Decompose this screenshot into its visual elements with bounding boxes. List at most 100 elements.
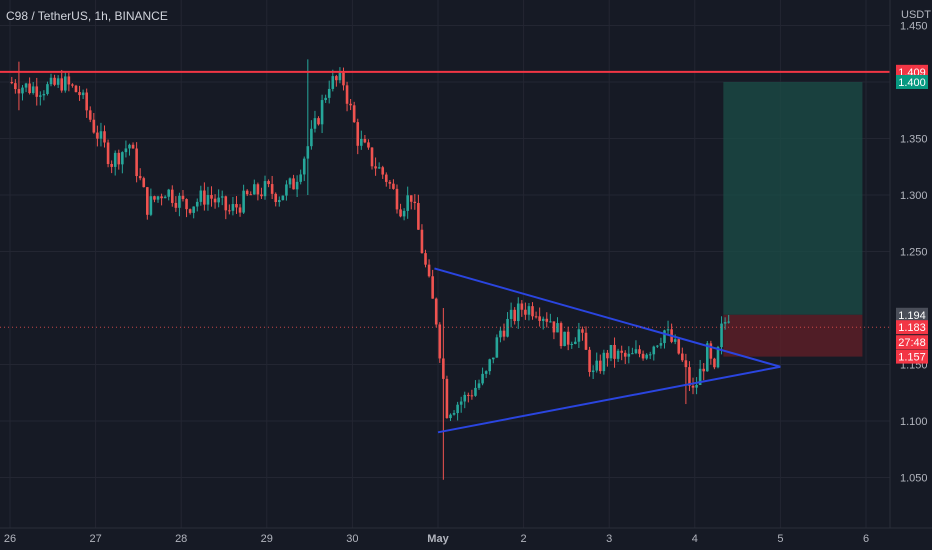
candle-body [584, 332, 588, 350]
price-tag-entry: 1.194 [896, 307, 928, 322]
candle-body [163, 196, 167, 199]
candle-body [702, 368, 706, 372]
candle-body [531, 306, 534, 317]
candle-body [53, 77, 56, 85]
candle-body [213, 198, 217, 203]
candle-body [513, 309, 516, 322]
target-zone [723, 82, 863, 315]
candle-body [502, 330, 506, 337]
candle-body [185, 199, 188, 210]
candle-body [331, 76, 335, 89]
candle-body [506, 318, 509, 337]
candle-body [267, 181, 270, 185]
time-tick-label: 28 [175, 533, 187, 545]
candle-body [509, 309, 513, 319]
candle-body [574, 341, 577, 344]
candle-body [456, 404, 459, 414]
candle-body [352, 105, 356, 123]
candle-body [192, 206, 195, 213]
triangle-lower-line [437, 365, 781, 434]
candle-body [342, 72, 345, 86]
price-tick-label: 1.100 [900, 416, 928, 428]
candle-body [381, 167, 385, 175]
candle-body [17, 89, 21, 94]
candle-body [71, 84, 74, 86]
candle-body [384, 174, 388, 182]
candle-body [360, 138, 363, 146]
time-tick-label: 6 [863, 533, 869, 545]
candle-body [406, 195, 409, 211]
candle-body [128, 144, 131, 149]
candle-body [467, 394, 470, 396]
candle-body [438, 324, 442, 359]
candle-body [552, 321, 556, 333]
candle-body [310, 128, 313, 147]
candle-body [210, 195, 213, 199]
candle-body [556, 323, 559, 333]
candle-body [527, 306, 531, 315]
time-axis[interactable]: 26 27 28 29 30 May 2 3 4 5 6 [4, 533, 869, 545]
candle-body [228, 210, 231, 212]
price-tag-target: 1.400 [896, 75, 928, 89]
candle-body [138, 176, 142, 179]
candle-body [402, 210, 406, 217]
candle-body [306, 146, 310, 159]
price-tag-last: 1.183 [896, 320, 928, 335]
candle-body [295, 181, 299, 190]
candle-body [135, 148, 138, 177]
drawing-overlays [0, 70, 890, 434]
price-tag-label: 27:48 [898, 337, 926, 349]
candle-body [367, 142, 370, 148]
time-tick-label: 4 [692, 533, 698, 545]
candle-body [720, 323, 723, 348]
candle-body [588, 349, 591, 373]
candle-body [716, 347, 720, 368]
time-tick-label: May [427, 533, 449, 545]
candle-body [374, 166, 377, 169]
candle-body [21, 87, 24, 94]
candle-body [452, 413, 456, 415]
candle-body [288, 178, 292, 185]
candle-body [106, 142, 110, 164]
candle-body [324, 97, 327, 101]
candle-body [110, 163, 113, 167]
time-tick-label: 2 [521, 533, 527, 545]
candle-body [563, 331, 566, 347]
candle-body [399, 209, 402, 217]
candle-body [131, 144, 135, 149]
candle-body [28, 83, 31, 94]
candle-body [285, 184, 288, 196]
candle-body [591, 370, 595, 373]
candle-body [713, 358, 716, 368]
candles [10, 59, 730, 480]
candle-body [648, 354, 652, 356]
candle-body [681, 353, 684, 361]
candle-body [434, 298, 438, 325]
price-tick-label: 1.350 [900, 134, 928, 146]
candle-body [338, 72, 342, 81]
candle-body [156, 196, 160, 200]
candle-body [445, 378, 449, 419]
candle-body [641, 353, 645, 359]
candle-body [238, 207, 242, 213]
candle-body [534, 316, 538, 318]
candle-body [24, 83, 28, 88]
candle-body [299, 174, 302, 182]
candle-body [395, 188, 399, 210]
candle-body [317, 118, 320, 125]
candle-body [424, 253, 427, 265]
candle-body [634, 349, 638, 354]
time-tick-label: 26 [4, 533, 16, 545]
candle-body [709, 343, 713, 359]
candle-body [121, 152, 124, 165]
candle-body [598, 360, 602, 372]
candle-body [142, 178, 146, 188]
candle-body [491, 357, 495, 360]
candle-body [602, 352, 606, 372]
candle-body [146, 187, 149, 215]
candle-body [623, 352, 627, 357]
candle-body [538, 316, 541, 321]
candle-body [470, 395, 474, 397]
candle-body [39, 95, 42, 97]
